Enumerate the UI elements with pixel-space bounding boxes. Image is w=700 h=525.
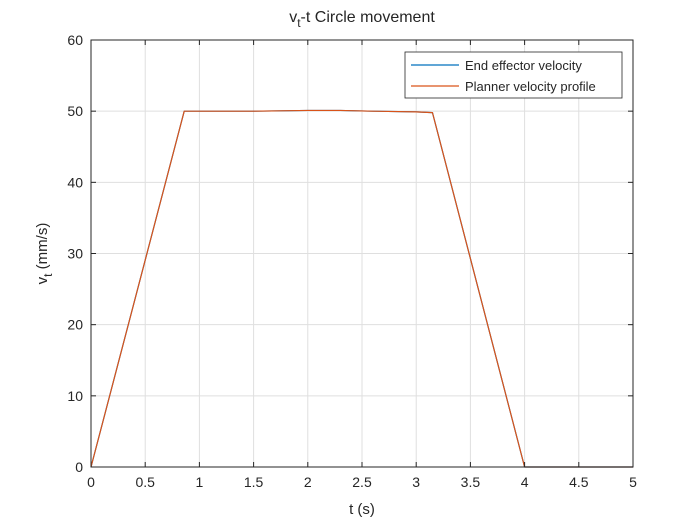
x-tick-label: 0.5	[135, 474, 155, 490]
x-tick-label: 2	[304, 474, 312, 490]
chart-title: vt-t Circle movement	[289, 9, 435, 30]
x-tick-label: 3.5	[461, 474, 481, 490]
chart-title-rest: -t Circle movement	[301, 9, 436, 26]
x-tick-label: 1	[196, 474, 204, 490]
y-tick-label: 40	[67, 174, 83, 190]
y-axis-label: vt (mm/s)	[34, 223, 55, 285]
legend: End effector velocity Planner velocity p…	[404, 51, 623, 99]
y-tick-label: 60	[67, 32, 83, 48]
y-tick-label: 50	[67, 103, 83, 119]
y-tick-label: 30	[67, 246, 83, 262]
chart-title-main: v	[289, 9, 297, 26]
x-axis-label: t (s)	[349, 501, 375, 518]
legend-box	[404, 51, 623, 99]
y-tick-label: 20	[67, 317, 83, 333]
series-line-planner-velocity-profile	[90, 109, 633, 468]
x-tick-label: 2.5	[352, 474, 372, 490]
legend-label-planner-velocity-profile: Planner velocity profile	[465, 79, 596, 94]
y-tick-label: 10	[67, 388, 83, 404]
y-axis-label-main: v	[34, 276, 51, 284]
legend-label-end-effector-velocity: End effector velocity	[465, 58, 582, 73]
series-lines	[90, 109, 633, 468]
x-tick-label: 4.5	[569, 474, 589, 490]
chart-title-subscript: t	[297, 16, 301, 30]
x-tick-label: 4	[521, 474, 529, 490]
x-tick-label: 3	[412, 474, 420, 490]
x-tick-label: 0	[87, 474, 95, 490]
y-axis-label-rest: (mm/s)	[34, 223, 51, 274]
y-axis-label-subscript: t	[41, 273, 55, 277]
x-tick-label: 5	[629, 474, 637, 490]
x-tick-label: 1.5	[244, 474, 264, 490]
y-tick-label: 0	[75, 459, 83, 475]
